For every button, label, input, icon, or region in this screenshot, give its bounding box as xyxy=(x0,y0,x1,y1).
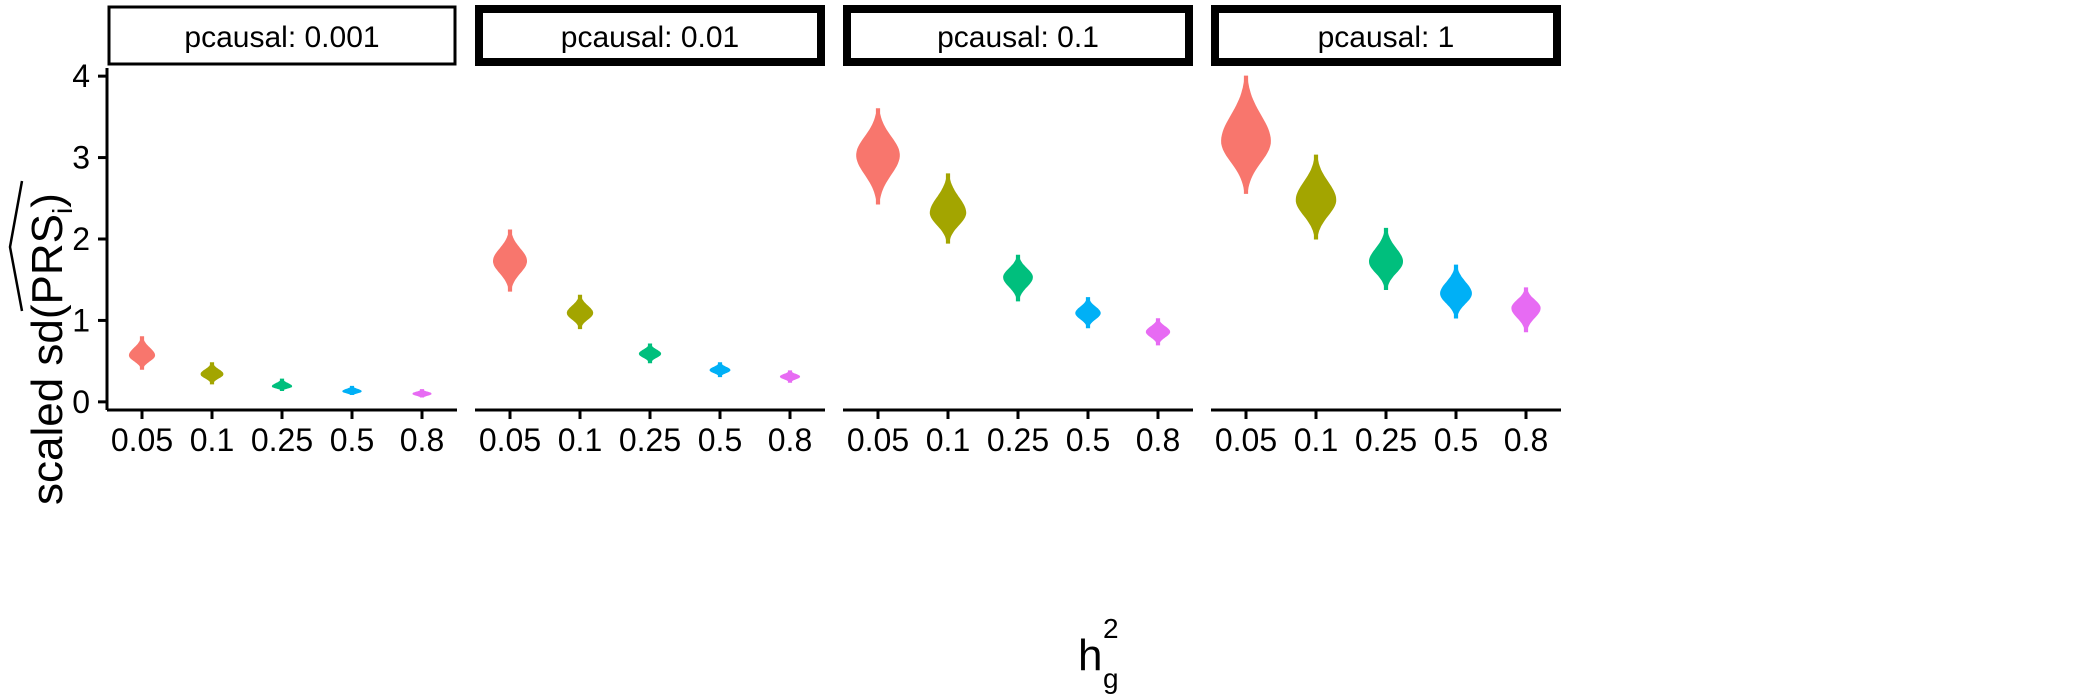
violin-mark xyxy=(856,108,900,205)
facet-strip xyxy=(475,5,825,66)
x-tick-label: 0.5 xyxy=(1066,422,1110,458)
violin-mark xyxy=(929,173,967,244)
x-tick-label: 0.5 xyxy=(330,422,374,458)
x-tick-label: 0.8 xyxy=(1504,422,1548,458)
y-tick-label: 4 xyxy=(72,58,90,94)
y-axis-title-prefix: scaled sd( xyxy=(23,304,72,505)
x-tick-label: 0.05 xyxy=(847,422,909,458)
violin-mark xyxy=(638,343,662,364)
violin-mark xyxy=(200,362,224,385)
y-tick-label: 1 xyxy=(72,302,90,338)
x-tick-label: 0.8 xyxy=(768,422,812,458)
violin-mark xyxy=(128,336,156,370)
violin-mark xyxy=(1221,75,1271,194)
x-axis-title-subscript: g xyxy=(1103,663,1119,694)
x-axis-title: h 2 g xyxy=(1078,613,1119,694)
x-tick-label: 0.05 xyxy=(479,422,541,458)
y-axis-title: scaled sd(PRSi) xyxy=(8,180,78,505)
facet-strip xyxy=(107,5,457,66)
x-tick-label: 0.25 xyxy=(251,422,313,458)
x-axis-title-superscript: 2 xyxy=(1103,613,1119,644)
facet-strip-label: pcausal: 0.1 xyxy=(937,21,1099,54)
facet-strip-label: pcausal: 0.01 xyxy=(561,21,739,54)
violin-mark xyxy=(709,362,731,378)
y-tick-label: 3 xyxy=(72,140,90,176)
x-tick-label: 0.8 xyxy=(400,422,444,458)
violin-mark xyxy=(412,389,432,398)
violin-mark xyxy=(271,378,293,391)
x-tick-label: 0.1 xyxy=(926,422,970,458)
facet-strip-label: pcausal: 0.001 xyxy=(184,21,379,54)
violin-mark xyxy=(1295,154,1337,240)
facet-panel: pcausal: 0.1 0.05 0.1 0.25 0.5 0.8 xyxy=(843,5,1193,458)
x-tick-label: 0.05 xyxy=(1215,422,1277,458)
violin-mark xyxy=(1511,287,1541,333)
y-axis-title-hat-mark xyxy=(8,180,24,312)
y-axis: 0 1 2 3 4 xyxy=(72,58,109,420)
x-tick-label: 0.5 xyxy=(1434,422,1478,458)
x-tick-label: 0.1 xyxy=(558,422,602,458)
x-axis-title-main: h xyxy=(1078,631,1102,680)
facet-panel: pcausal: 1 0.05 0.1 0.25 0.5 0.8 xyxy=(1211,5,1561,458)
violin-mark xyxy=(493,229,527,292)
facet-panel: pcausal: 0.001 0.05 0.1 0.25 0.5 0.8 xyxy=(107,5,457,458)
y-axis-title-suffix: ) xyxy=(23,193,72,208)
x-tick-label: 0.05 xyxy=(111,422,173,458)
x-tick-label: 0.8 xyxy=(1136,422,1180,458)
violin-mark xyxy=(1075,297,1101,329)
violin-mark xyxy=(566,294,594,330)
facet-strip-label: pcausal: 1 xyxy=(1318,21,1455,54)
x-tick-label: 0.1 xyxy=(1294,422,1338,458)
violin-mark xyxy=(1145,318,1171,346)
violin-mark xyxy=(1003,254,1033,302)
x-tick-label: 0.1 xyxy=(190,422,234,458)
x-tick-label: 0.25 xyxy=(1355,422,1417,458)
violin-mark xyxy=(342,385,362,395)
y-tick-label: 0 xyxy=(72,384,90,420)
violin-mark xyxy=(1440,264,1472,319)
x-tick-label: 0.5 xyxy=(698,422,742,458)
violin-mark xyxy=(779,370,801,383)
y-axis-title-subscript: i xyxy=(47,208,78,214)
x-tick-label: 0.25 xyxy=(987,422,1049,458)
svg-text:scaled sd(PRSi): scaled sd(PRSi) xyxy=(23,193,78,505)
x-tick-label: 0.25 xyxy=(619,422,681,458)
violin-mark xyxy=(1369,227,1403,290)
facet-strip xyxy=(843,5,1193,66)
facet-strip xyxy=(1211,5,1561,66)
y-axis-title-hat-text: PRS xyxy=(23,214,72,304)
y-tick-label: 2 xyxy=(72,221,90,257)
facet-panel: pcausal: 0.01 0.05 0.1 0.25 0.5 0.8 xyxy=(475,5,825,458)
